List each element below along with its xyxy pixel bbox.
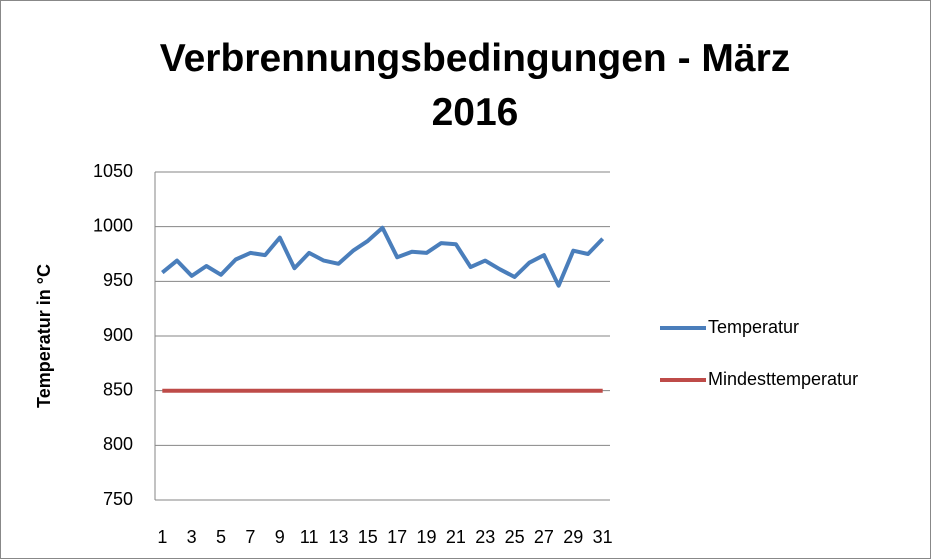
x-tick-label: 23: [475, 527, 495, 547]
series-line: [161, 225, 605, 288]
x-tick-label: 17: [387, 527, 407, 547]
y-tick-label: 800: [103, 434, 133, 454]
x-tick-label: 9: [275, 527, 285, 547]
x-tick-label: 13: [328, 527, 348, 547]
y-tick-label: 900: [103, 325, 133, 345]
y-tick-label: 1000: [93, 215, 133, 235]
chart-title: Verbrennungsbedingungen - März 2016: [159, 37, 791, 134]
y-tick-label: 750: [103, 489, 133, 509]
x-tick-label: 21: [446, 527, 466, 547]
x-tick-label: 11: [300, 527, 319, 547]
legend-label: Mindesttemperatur: [708, 369, 858, 389]
x-tick-label: 29: [563, 527, 583, 547]
x-tick-label: 25: [505, 527, 525, 547]
x-tick-label: 5: [216, 527, 226, 547]
x-tick-label: 31: [593, 527, 613, 547]
x-tick-label: 19: [417, 527, 437, 547]
x-tick-label: 27: [534, 527, 554, 547]
y-tick-label: 1050: [93, 161, 133, 181]
y-tick-label: 850: [103, 379, 133, 399]
x-tick-label: 15: [358, 527, 378, 547]
x-tick-label: 1: [157, 527, 167, 547]
y-tick-label: 950: [103, 270, 133, 290]
x-tick-label: 3: [187, 527, 197, 547]
legend-label: Temperatur: [708, 317, 799, 337]
y-axis-label: Temperatur in °C: [34, 264, 54, 408]
x-tick-label: 7: [245, 527, 255, 547]
